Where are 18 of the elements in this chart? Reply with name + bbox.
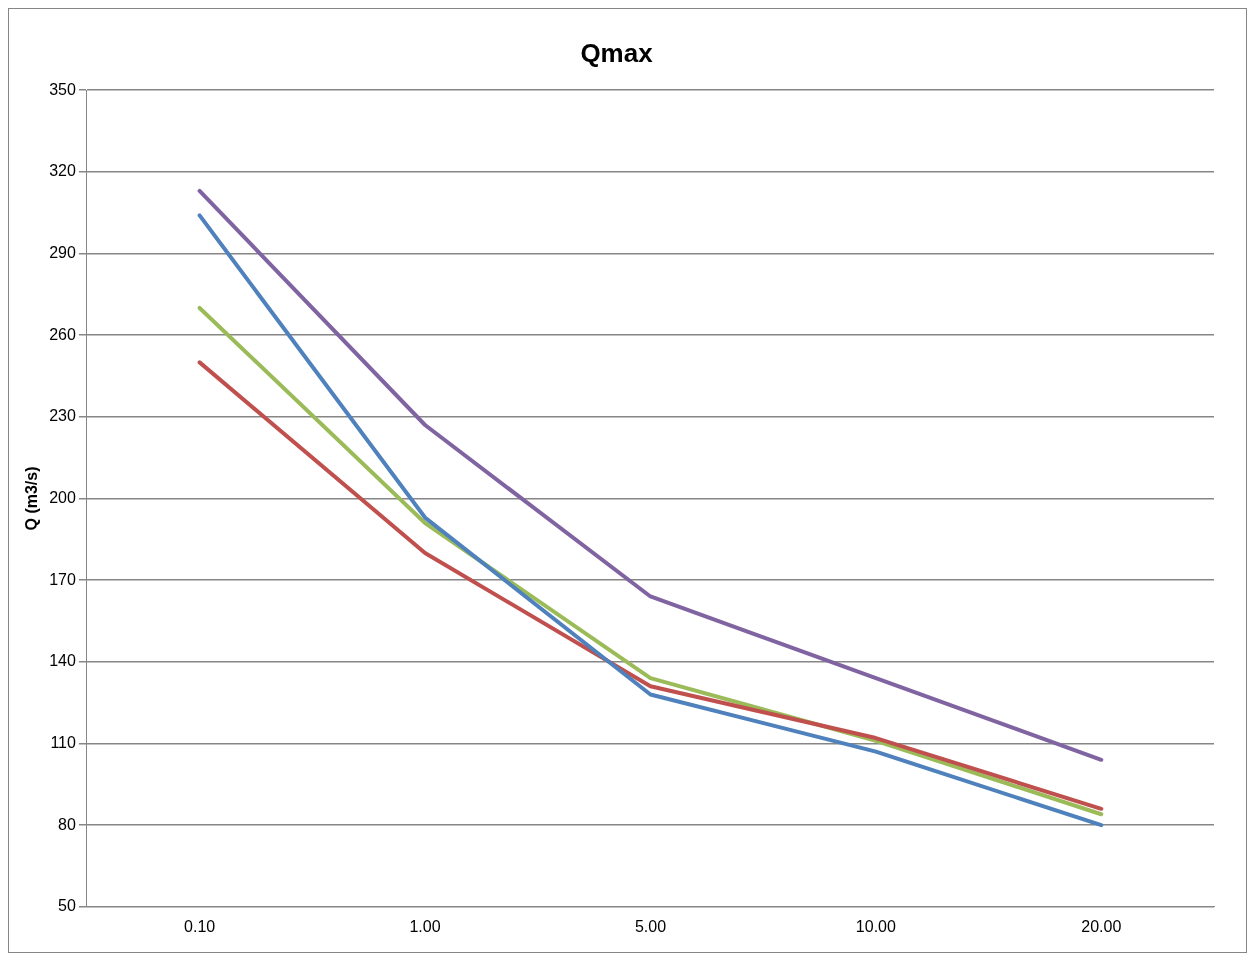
y-tick-label: 50 xyxy=(58,897,76,915)
y-tick-label: 110 xyxy=(50,733,76,751)
y-tick-label: 170 xyxy=(49,570,76,588)
y-tick-label: 290 xyxy=(49,243,76,261)
y-tick-label: 80 xyxy=(58,815,76,833)
x-tick-label: 0.10 xyxy=(184,917,216,935)
y-tick-label: 260 xyxy=(49,325,76,343)
y-tick-label: 320 xyxy=(49,162,76,180)
x-tick-label: 1.00 xyxy=(409,917,441,935)
chart-title: Qmax xyxy=(580,37,654,68)
x-tick-label: 5.00 xyxy=(634,917,667,935)
x-tick-label: 20.00 xyxy=(1081,917,1122,935)
x-tick-label: 10.00 xyxy=(855,917,896,935)
y-tick-label: 140 xyxy=(49,652,76,670)
y-axis-title: Q (m3/s) xyxy=(23,466,41,531)
y-tick-label: 230 xyxy=(49,407,76,425)
y-tick-label: 200 xyxy=(49,488,76,506)
y-tick-label: 350 xyxy=(49,80,76,98)
